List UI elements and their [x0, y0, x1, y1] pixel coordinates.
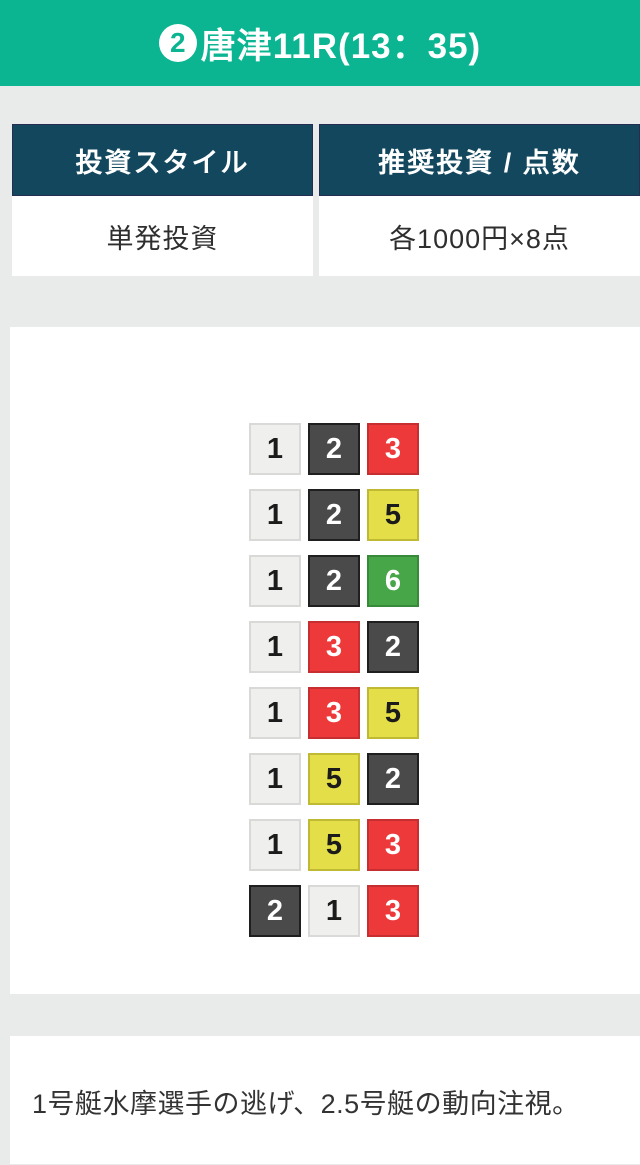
boat-number-cell: 1 — [249, 489, 301, 541]
boat-number-cell: 3 — [367, 423, 419, 475]
invest-style-header: 投資スタイル — [12, 124, 313, 196]
boat-number-cell: 3 — [308, 687, 360, 739]
boat-number-cell: 1 — [249, 819, 301, 871]
invest-amount-value: 各1000円×8点 — [319, 196, 640, 276]
boat-number-cell: 1 — [249, 555, 301, 607]
boat-number-cell: 5 — [367, 489, 419, 541]
boat-number-cell: 2 — [308, 555, 360, 607]
boat-number-cell: 3 — [367, 819, 419, 871]
invest-amount-header: 推奨投資 / 点数 — [319, 124, 640, 196]
boat-number-cell: 2 — [367, 753, 419, 805]
race-title: 唐津11R(13：35) — [200, 26, 482, 66]
invest-table: 投資スタイル 単発投資 推奨投資 / 点数 各1000円×8点 — [12, 124, 640, 276]
boat-number-cell: 5 — [308, 819, 360, 871]
boat-number-cell: 6 — [367, 555, 419, 607]
boat-number-cell: 1 — [249, 621, 301, 673]
note-text: 1号艇水摩選手の逃げ、2.5号艇の動向注視。 — [32, 1089, 580, 1119]
boat-number-cell: 2 — [308, 489, 360, 541]
boat-number-cell: 3 — [308, 621, 360, 673]
race-header: 2 唐津11R(13：35) — [0, 0, 640, 86]
boat-number-cell: 2 — [367, 621, 419, 673]
boat-number-cell: 5 — [367, 687, 419, 739]
boat-number-cell: 5 — [308, 753, 360, 805]
boat-number-cell: 2 — [308, 423, 360, 475]
note-card: 1号艇水摩選手の逃げ、2.5号艇の動向注視。 — [10, 1036, 640, 1164]
boat-number-cell: 1 — [249, 687, 301, 739]
boat-number-cell: 1 — [308, 885, 360, 937]
boat-number-cell: 2 — [249, 885, 301, 937]
race-number-badge: 2 — [158, 24, 197, 62]
invest-amount-column: 推奨投資 / 点数 各1000円×8点 — [319, 124, 640, 276]
boat-number-cell: 1 — [249, 423, 301, 475]
boat-number-cell: 1 — [249, 753, 301, 805]
invest-style-value: 単発投資 — [12, 196, 313, 276]
invest-style-column: 投資スタイル 単発投資 — [12, 124, 313, 276]
boat-number-cell: 3 — [367, 885, 419, 937]
